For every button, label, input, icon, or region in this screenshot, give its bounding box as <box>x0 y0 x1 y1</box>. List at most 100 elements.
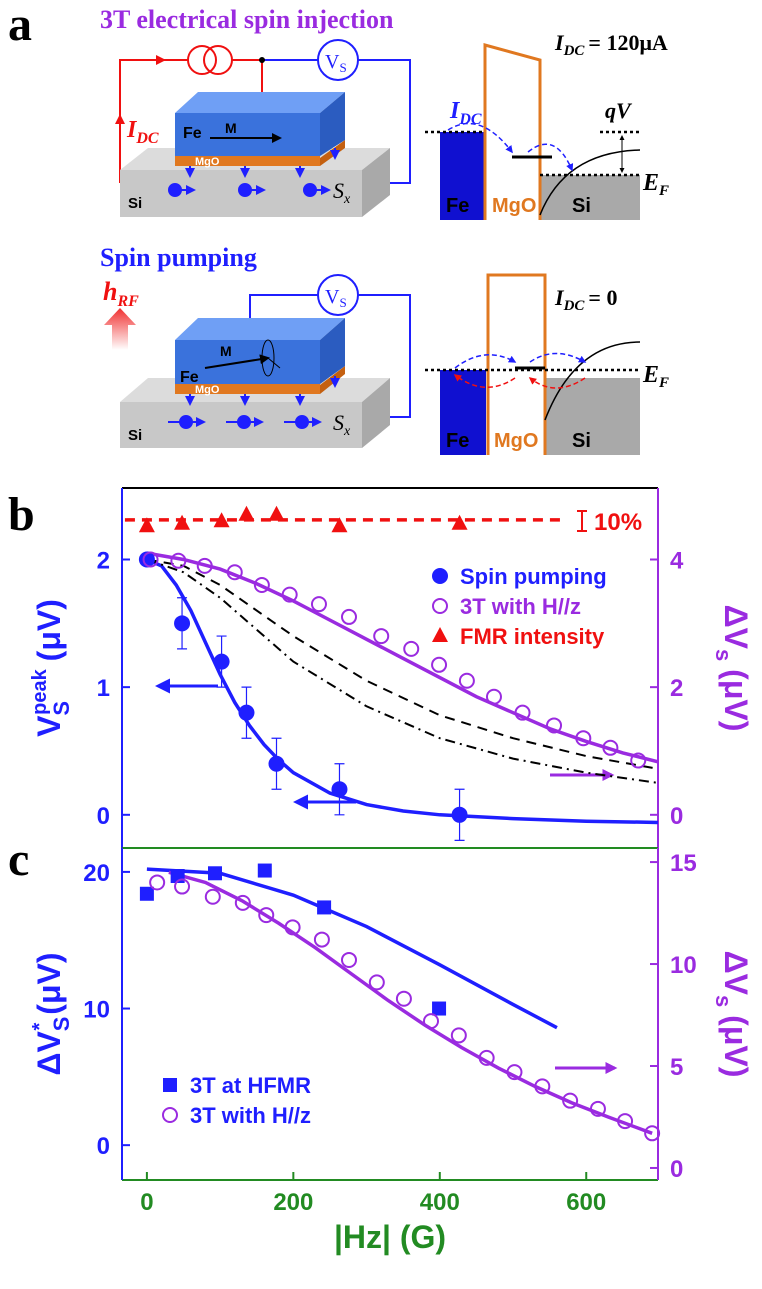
point <box>630 752 647 769</box>
band-fe-label: Fe <box>446 195 469 217</box>
label-unit: (μV) <box>31 599 67 661</box>
point <box>207 866 222 881</box>
m-label: M <box>220 343 232 359</box>
axis-label: ΔVs (μV) <box>711 951 754 1078</box>
point <box>575 730 592 747</box>
y-tick-label: 0 <box>97 1133 110 1160</box>
point <box>234 894 251 911</box>
label-sub: S <box>339 60 346 75</box>
legend-label: 3T at HFMR <box>190 1073 311 1098</box>
panel-label: c <box>8 833 29 886</box>
x-axis-label: |Hz| (G) <box>334 1219 446 1255</box>
point <box>284 919 301 936</box>
label-sub: x <box>343 424 351 439</box>
label-rest: = 0 <box>588 285 617 310</box>
label-main: S <box>333 178 344 203</box>
point <box>204 888 221 905</box>
legend-label: 3T with H//z <box>190 1103 311 1128</box>
label-unit: (μV) <box>718 669 754 731</box>
point <box>340 951 357 968</box>
mgo-label: MgO <box>195 156 220 168</box>
circuit-bottom <box>104 274 411 448</box>
point <box>257 863 272 878</box>
label-sub: DC <box>458 111 482 128</box>
fe-label: Fe <box>180 369 199 386</box>
point <box>340 608 357 625</box>
band-si-label: Si <box>572 430 591 452</box>
label-sub: s <box>711 649 736 661</box>
y-tick-label: 1 <box>97 675 110 702</box>
point <box>432 627 448 642</box>
label-main: ΔV <box>718 951 754 996</box>
point <box>478 1049 495 1066</box>
point <box>238 704 255 721</box>
point <box>170 552 187 569</box>
point <box>226 564 243 581</box>
label-sub: S <box>49 1017 74 1032</box>
circuit-top <box>115 39 411 217</box>
point <box>174 615 191 632</box>
point <box>213 653 230 670</box>
point <box>149 874 166 891</box>
si-label: Si <box>128 195 142 212</box>
label-main: I <box>554 285 565 310</box>
point <box>174 878 191 895</box>
label-main: S <box>333 410 344 435</box>
axis-label: VSpeak (μV) <box>29 599 74 737</box>
legend-label: FMR intensity <box>460 624 605 649</box>
label-sub: S <box>49 701 74 716</box>
label-sub: S <box>339 295 346 310</box>
fit-line <box>168 870 653 1135</box>
band-si-label: Si <box>572 195 591 217</box>
point <box>162 1107 178 1123</box>
y-tick-label: 10 <box>83 997 110 1024</box>
band-diagram-bottom <box>425 273 641 455</box>
panel-subtitle: Spin pumping <box>100 243 257 272</box>
spin-label: Sx <box>333 178 351 207</box>
volt-label: VS <box>325 51 347 75</box>
label-main: h <box>103 277 117 306</box>
y2-tick-label: 2 <box>670 675 683 702</box>
point <box>403 640 420 657</box>
point <box>268 755 285 772</box>
x-tick-label: 600 <box>566 1189 606 1216</box>
legend-label: Spin pumping <box>460 564 607 589</box>
point <box>138 517 155 533</box>
mgo-label: MgO <box>195 384 220 396</box>
point <box>253 577 270 594</box>
label-sub: RF <box>116 293 139 310</box>
fit-line <box>146 558 659 784</box>
point <box>546 717 563 734</box>
label-main: I <box>449 98 461 124</box>
ef-label: EF <box>642 362 669 391</box>
label-rest: = 120μA <box>588 30 668 55</box>
label-main: E <box>642 362 659 388</box>
point <box>644 1125 661 1142</box>
band-current-label: IDC <box>449 98 482 128</box>
label-sup: * <box>29 1023 51 1031</box>
panel-a: a 3T electrical spin injection IDC Fe M … <box>8 0 669 455</box>
label-sub: DC <box>563 43 586 59</box>
label-main: V <box>325 51 340 73</box>
point <box>174 514 191 530</box>
axis-label: ΔVS* (μV) <box>29 952 74 1075</box>
point <box>139 886 154 901</box>
point <box>395 990 412 1007</box>
point <box>213 512 230 528</box>
volt-label: VS <box>325 286 347 310</box>
y-tick-label: 20 <box>83 860 110 887</box>
fit-line <box>146 557 659 825</box>
point <box>142 551 159 568</box>
condition-label: IDC = 0 <box>554 285 617 314</box>
field-label: hRF <box>103 277 139 310</box>
annotation-bar <box>577 510 587 532</box>
point <box>432 1001 447 1016</box>
label-main: V <box>31 715 67 737</box>
label-main: I <box>126 117 138 143</box>
point <box>562 1092 579 1109</box>
point <box>196 557 213 574</box>
point <box>258 907 275 924</box>
y2-tick-label: 4 <box>670 547 684 574</box>
